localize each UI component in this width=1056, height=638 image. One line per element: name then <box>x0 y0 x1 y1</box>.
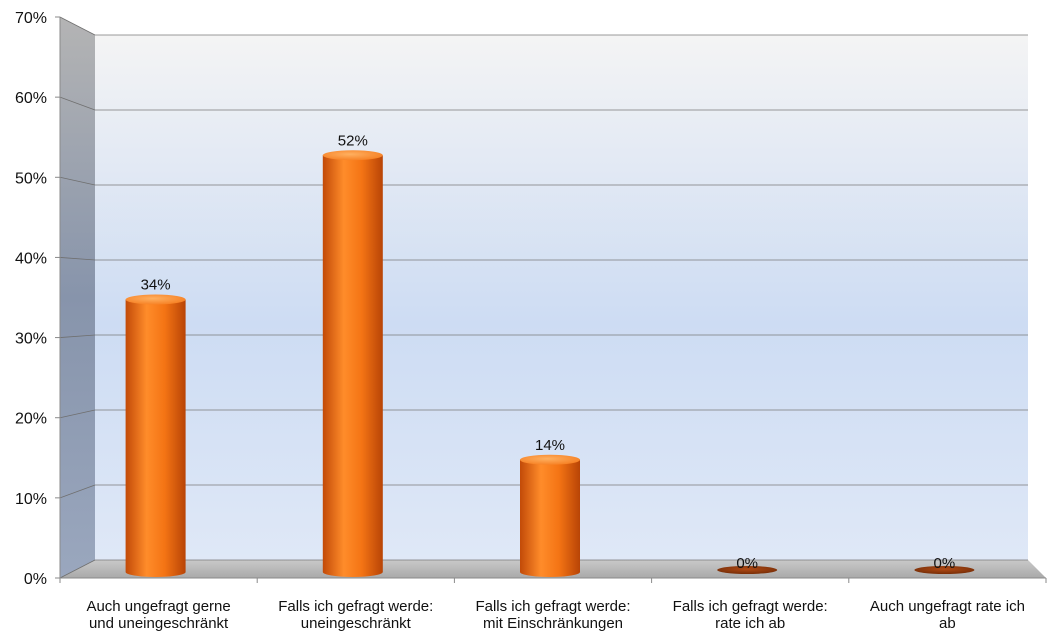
y-tick-label: 20% <box>15 411 47 428</box>
y-tick-label: 40% <box>15 250 47 267</box>
gridline-side <box>59 334 96 338</box>
gridline-side <box>59 409 96 419</box>
bar-cap <box>520 454 580 465</box>
y-tick-label: 50% <box>15 170 47 187</box>
x-tick-label: mit Einschränkungen <box>483 615 623 632</box>
y-tick-label: 70% <box>15 10 47 27</box>
gridline-side <box>59 484 96 499</box>
bar <box>322 155 383 577</box>
data-label: 0% <box>934 555 956 572</box>
y-tick-label: 10% <box>15 491 47 508</box>
y-tick-label: 30% <box>15 331 47 348</box>
y-tick-label: 0% <box>24 571 47 588</box>
y-tick-label: 60% <box>15 90 47 107</box>
bar <box>914 566 975 574</box>
gridline-side <box>59 176 96 186</box>
x-tick-label: Falls ich gefragt werde: <box>278 598 433 615</box>
bar <box>717 566 778 574</box>
gridline-side <box>59 257 96 261</box>
bar <box>125 299 186 577</box>
x-tick-label: Auch ungefragt rate ich <box>870 598 1025 615</box>
x-tick-label: uneingeschränkt <box>301 615 412 632</box>
data-label: 0% <box>736 555 758 572</box>
data-label: 52% <box>338 132 368 149</box>
side-wall <box>60 17 95 578</box>
x-tick-label: Falls ich gefragt werde: <box>475 598 630 615</box>
bar <box>520 459 580 577</box>
x-tick-label: Falls ich gefragt werde: <box>673 598 828 615</box>
data-label: 14% <box>535 437 565 454</box>
gridline-side <box>59 559 96 579</box>
bar-cap <box>125 294 186 305</box>
x-tick-label: Auch ungefragt gerne <box>86 598 230 615</box>
x-tick-label: und uneingeschränkt <box>89 615 229 632</box>
gridline-side <box>59 96 96 111</box>
gridline-side <box>59 16 96 36</box>
x-tick-label: ab <box>939 615 956 632</box>
x-tick-label: rate ich ab <box>715 615 785 632</box>
data-label: 34% <box>141 277 171 294</box>
bar-cap <box>322 150 383 161</box>
